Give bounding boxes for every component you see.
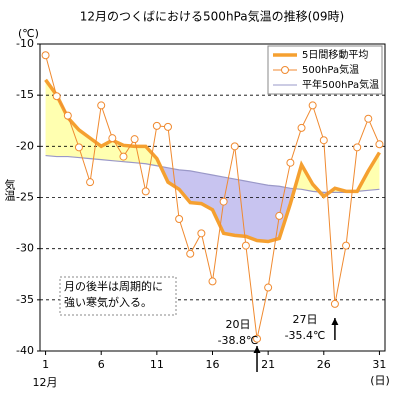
marker [197,229,206,238]
y-tick-label: -35 [16,293,34,306]
series-line [44,78,381,244]
marker [119,152,128,161]
marker [208,277,217,286]
marker [253,334,262,343]
marker [219,197,228,206]
annotation: 27日 [293,313,318,326]
arrow-head [331,318,339,325]
y-tick-label: -30 [16,242,34,255]
annotation: -38.8℃ [218,334,259,347]
y-tick-label: -20 [16,139,34,152]
y-tick-label: -10 [16,37,34,50]
marker [264,283,273,292]
marker [97,101,106,110]
plot-frame [39,43,386,352]
x-unit: (日) [370,374,390,387]
marker [330,299,339,308]
legend-label: 平年500hPa気温 [302,78,379,91]
x-tick-label: 11 [150,358,164,371]
marker [364,114,373,123]
y-label: 気温 [3,178,16,201]
marker [152,121,161,130]
marker [186,249,195,258]
marker [241,241,250,250]
marker [308,101,317,110]
marker [141,187,150,196]
legend-marker [281,66,289,74]
series-line [45,154,380,193]
marker [52,92,61,101]
marker [175,214,184,223]
x-tick-label: 26 [317,358,331,371]
legend-label: 5日間移動平均 [302,48,368,61]
chart-title: 12月のつくばにおける500hPa気温の推移(09時) [80,9,344,24]
x-tick-label: 31 [372,358,386,371]
y-unit: (℃) [18,27,39,40]
marker [41,51,50,60]
y-tick-label: -15 [16,88,34,101]
marker [63,111,72,120]
x-label: 12月 [33,376,58,389]
marker [275,211,284,220]
y-tick-label: -25 [16,191,34,204]
annotation: 月の後半は周期的に [64,279,163,293]
marker [163,122,172,131]
marker [375,140,384,149]
marker [286,158,295,167]
marker [342,241,351,250]
marker [297,123,306,132]
marker [108,134,117,143]
x-tick-label: 16 [206,358,220,371]
marker [353,143,362,152]
marker [319,136,328,145]
x-tick-label: 1 [42,358,49,371]
x-tick-label: 6 [98,358,105,371]
y-tick-label: -40 [16,344,34,357]
annotation: -35.4℃ [285,329,326,342]
legend-label: 500hPa気温 [302,63,359,76]
x-tick-label: 21 [261,358,275,371]
arrow-head [253,346,261,353]
note-box [59,276,177,316]
annotation: 強い寒気が入る。 [64,295,152,309]
marker [130,135,139,144]
marker [86,178,95,187]
marker [74,143,83,152]
marker [230,142,239,151]
annotation: 20日 [226,318,251,331]
